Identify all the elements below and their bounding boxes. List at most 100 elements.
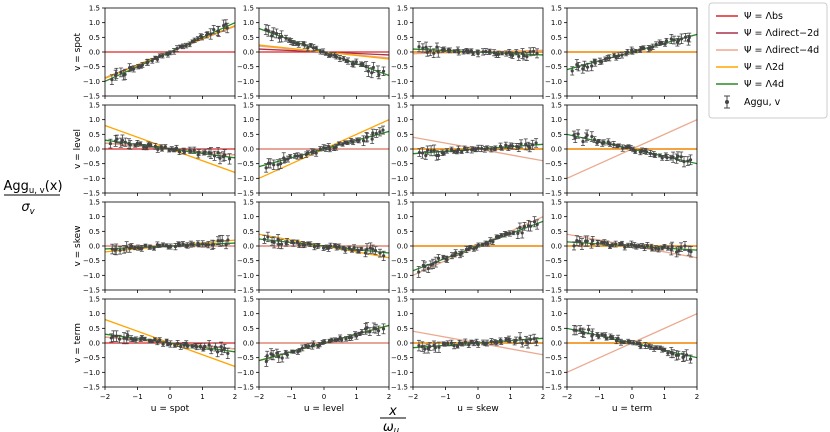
y-tick-label: 0.0 — [397, 340, 408, 348]
data-point — [622, 340, 627, 345]
data-point — [211, 239, 216, 249]
data-point — [636, 243, 641, 249]
y-tick-label: 0.0 — [397, 146, 408, 154]
data-point — [343, 140, 348, 145]
y-tick-label: −0.5 — [391, 160, 408, 168]
data-point — [471, 246, 476, 252]
figure-xlabel: x ωu — [380, 404, 406, 432]
data-point — [321, 48, 326, 55]
data-point — [590, 235, 595, 246]
y-tick-label: −1.5 — [545, 287, 562, 295]
data-point — [373, 323, 378, 334]
y-tick-label: −1.5 — [83, 287, 100, 295]
y-tick-label: 0.5 — [243, 228, 254, 236]
y-tick-label: 1.0 — [89, 213, 100, 221]
y-tick-label: 1.0 — [551, 19, 562, 27]
data-point — [581, 328, 586, 338]
data-point — [585, 62, 590, 72]
data-point — [108, 138, 113, 149]
data-point — [524, 52, 529, 61]
data-point — [499, 233, 504, 238]
data-point — [311, 340, 316, 348]
data-point — [585, 235, 590, 247]
figure-xlabel-numerator: x — [388, 404, 397, 419]
data-point — [476, 242, 481, 248]
legend-frame — [708, 2, 828, 119]
data-point — [346, 57, 351, 65]
row-label-spot: v = spot — [73, 33, 83, 71]
data-point — [580, 137, 585, 146]
data-point — [527, 143, 532, 153]
data-point — [453, 249, 458, 257]
data-point — [175, 45, 180, 53]
data-point — [514, 336, 519, 344]
y-tick-label: −1.5 — [545, 190, 562, 198]
data-point — [648, 150, 653, 158]
data-point — [445, 256, 450, 263]
col-label-skew: u = skew — [457, 404, 498, 414]
data-point — [485, 145, 490, 151]
data-point — [293, 153, 298, 159]
data-point — [220, 234, 225, 247]
figure-ylabel: Aggu, v(x) σv — [3, 179, 62, 217]
data-point — [504, 231, 509, 236]
data-point — [629, 240, 634, 248]
data-point — [123, 137, 128, 147]
data-point — [225, 22, 230, 34]
data-point — [180, 241, 185, 247]
data-point — [178, 44, 183, 49]
data-point — [620, 240, 625, 246]
data-point — [450, 252, 455, 260]
y-tick-label: 1.5 — [551, 199, 562, 207]
y-tick-label: 0.5 — [89, 131, 100, 139]
data-point — [187, 41, 192, 48]
data-point — [476, 50, 481, 58]
data-point — [503, 141, 508, 149]
data-point — [365, 322, 370, 334]
data-point — [366, 65, 371, 77]
data-point — [160, 242, 165, 248]
data-point — [628, 339, 633, 345]
data-point — [113, 135, 118, 147]
data-point — [593, 59, 598, 67]
data-point — [576, 62, 581, 72]
data-point — [370, 244, 375, 254]
data-point — [616, 334, 621, 343]
data-point — [590, 328, 595, 341]
data-point — [225, 347, 230, 360]
y-tick-label: −1.5 — [391, 190, 408, 198]
y-tick-label: −1.5 — [391, 384, 408, 392]
data-point — [688, 154, 693, 166]
data-point — [274, 28, 279, 39]
data-point — [664, 38, 669, 44]
x-tick-label: 0 — [322, 393, 326, 401]
data-point — [136, 64, 141, 70]
y-tick-label: −0.5 — [391, 257, 408, 265]
data-point — [670, 241, 675, 252]
legend-label-4d: Ψ = Λ4d — [744, 79, 784, 90]
data-point — [679, 151, 684, 163]
data-point — [109, 74, 114, 85]
data-point — [496, 234, 501, 239]
data-point — [521, 51, 526, 61]
data-point — [638, 343, 643, 350]
y-tick-label: 1.0 — [89, 310, 100, 318]
y-tick-label: 0.0 — [89, 49, 100, 57]
data-point — [161, 341, 166, 347]
data-point — [482, 146, 487, 153]
data-point — [131, 65, 136, 73]
data-point — [483, 240, 488, 247]
y-tick-label: −1.5 — [237, 93, 254, 101]
legend: Ψ = Λbs Ψ = Λdirect−2d Ψ = Λdirect−4d Ψ … — [708, 2, 828, 119]
data-point — [337, 55, 342, 63]
data-point — [499, 146, 504, 151]
data-point — [150, 339, 155, 344]
data-point — [468, 244, 473, 250]
data-point — [436, 46, 441, 58]
data-point — [659, 40, 664, 46]
x-tick-label: −2 — [408, 393, 418, 401]
y-tick-label: 1.5 — [243, 102, 254, 110]
y-tick-label: 0.5 — [551, 325, 562, 333]
data-point — [589, 330, 594, 342]
y-tick-label: 1.0 — [243, 19, 254, 27]
